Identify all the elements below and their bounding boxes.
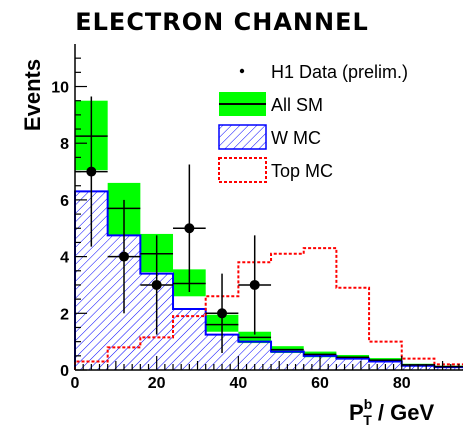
data-point-marker [184,223,195,234]
y-tick-label: 8 [60,136,69,153]
legend-topmc-swatch [218,157,267,183]
data-points [75,96,272,353]
top-mc-histogram [74,247,463,370]
y-tick-label: 6 [60,193,69,210]
top-mc-outline [74,247,463,370]
data-point [140,235,174,335]
legend: H1 Data (prelim.) All SM W MC Top MC [218,62,408,183]
y-tick-label: 10 [51,80,69,97]
data-point-marker [249,279,260,290]
w-mc-bin [173,309,206,370]
data-point [173,164,206,293]
legend-item-wmc: W MC [218,124,321,150]
y-axis: 0 2 4 6 8 10 [51,57,87,380]
x-tick-label: 40 [229,375,247,392]
legend-item-topmc: Top MC [218,157,333,183]
y-axis-label: Events [20,59,45,131]
legend-item-data: H1 Data (prelim.) [239,62,408,82]
data-point-marker [119,251,130,262]
plot-frame [74,44,463,371]
y-tick-label: 4 [60,250,69,267]
data-point [238,235,272,335]
x-tick-label: 20 [148,375,166,392]
data-point [107,199,141,314]
legend-label: W MC [271,128,321,148]
y-tick-label: 0 [60,363,69,380]
chart-title: ELECTRON CHANNEL [75,8,369,36]
legend-label: Top MC [271,161,333,181]
w-mc-bin [434,367,463,370]
data-point-marker [86,166,97,177]
legend-item-allsm: All SM [219,92,323,116]
x-axis-label: Pb T / GeV [349,396,434,428]
legend-wmc-swatch [218,124,267,150]
legend-label: All SM [271,95,323,115]
data-point-marker [151,279,162,290]
data-point [75,96,108,247]
y-tick-label: 2 [60,306,69,323]
legend-data-marker [239,68,245,74]
x-tick-label: 60 [311,375,329,392]
data-point [205,273,239,353]
x-tick-label: 0 [71,375,80,392]
x-axis: 0 20 40 60 80 [71,356,460,392]
data-point-marker [217,308,228,319]
legend-label: H1 Data (prelim.) [271,62,408,82]
x-tick-label: 80 [393,375,411,392]
